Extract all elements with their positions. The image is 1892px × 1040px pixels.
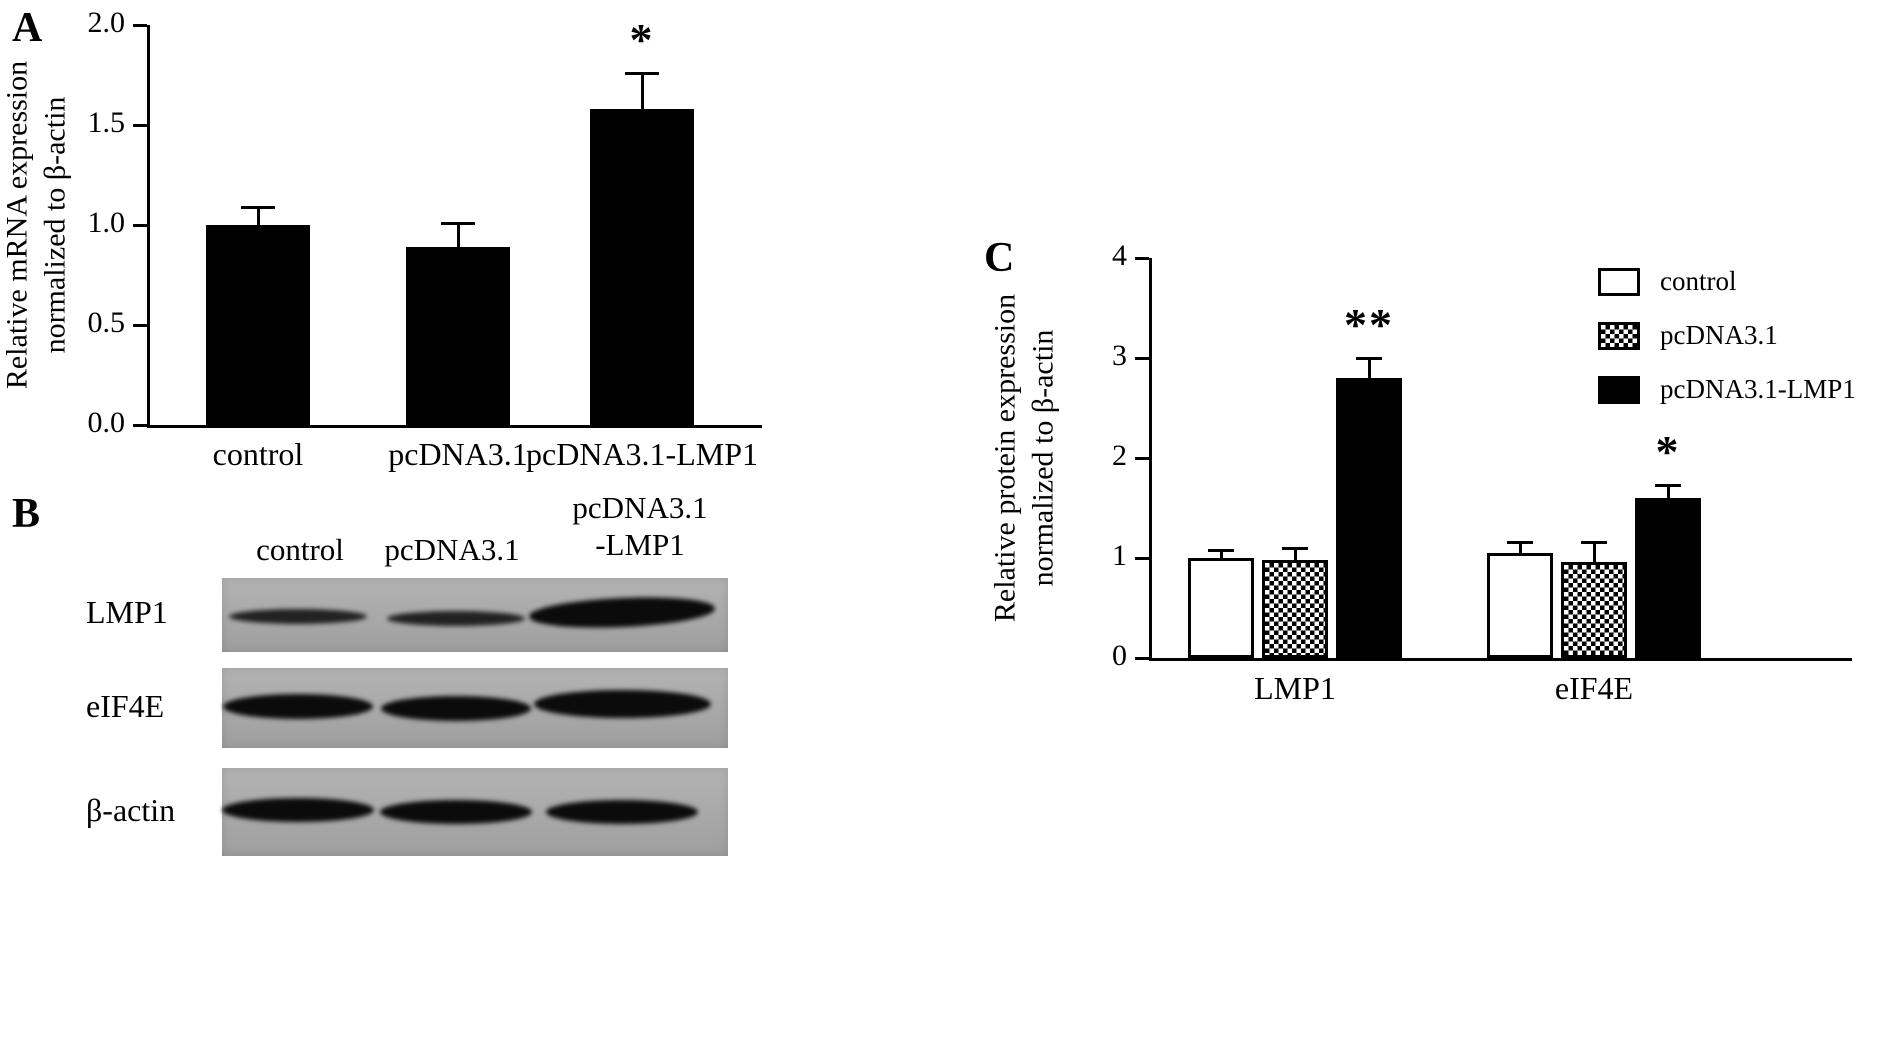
blot-column-header-line: pcDNA3.1 bbox=[384, 532, 520, 567]
y-tick bbox=[1135, 357, 1149, 360]
error-bar-cap bbox=[241, 206, 275, 209]
blot-band bbox=[546, 800, 698, 824]
y-tick-label: 1.0 bbox=[87, 206, 126, 239]
y-tick-label: 4 bbox=[1112, 239, 1127, 272]
bar bbox=[1635, 498, 1701, 658]
legend-swatch-white bbox=[1598, 268, 1640, 296]
bar bbox=[1336, 378, 1402, 658]
legend-label: pcDNA3.1 bbox=[1660, 320, 1778, 350]
error-bar-line bbox=[1592, 542, 1596, 562]
error-bar-line bbox=[640, 73, 644, 109]
blot-column-header-line: control bbox=[256, 532, 344, 567]
panel-c-label: C bbox=[984, 235, 1015, 281]
y-tick bbox=[133, 324, 147, 327]
y-axis-title-line: Relative mRNA expression bbox=[0, 60, 34, 390]
x-category-label: pcDNA3.1-LMP1 bbox=[526, 436, 758, 472]
y-tick-label: 0.5 bbox=[87, 306, 126, 339]
y-tick bbox=[1135, 557, 1149, 560]
bar bbox=[590, 109, 694, 425]
blot-column-header: pcDNA3.1 bbox=[384, 532, 519, 569]
error-bar-line bbox=[456, 223, 460, 247]
significance-annotation: * bbox=[629, 14, 655, 65]
bar bbox=[206, 225, 310, 425]
blot-column-header-line: pcDNA3.1 bbox=[572, 490, 708, 525]
panel-a-label: A bbox=[12, 5, 43, 51]
x-axis-line bbox=[147, 425, 762, 428]
legend-swatch-checker bbox=[1598, 322, 1640, 350]
blot-column-header: control bbox=[256, 532, 344, 569]
bar bbox=[1188, 558, 1254, 658]
blot-band bbox=[387, 610, 525, 626]
y-tick-label: 2.0 bbox=[87, 6, 126, 39]
y-tick bbox=[133, 424, 147, 427]
y-tick bbox=[133, 24, 147, 27]
y-tick-label: 0 bbox=[1112, 639, 1127, 672]
legend-label: control bbox=[1660, 266, 1737, 296]
y-tick bbox=[1135, 457, 1149, 460]
significance-annotation: * bbox=[1655, 426, 1681, 477]
error-bar-cap bbox=[1655, 484, 1681, 487]
bar bbox=[1262, 560, 1328, 658]
error-bar-cap bbox=[1581, 541, 1607, 544]
blot-image bbox=[222, 578, 728, 652]
y-axis-title-line: normalized to β-actin bbox=[38, 96, 71, 354]
y-axis-line bbox=[1149, 258, 1152, 661]
error-bar-line bbox=[256, 207, 260, 225]
error-bar-cap bbox=[1356, 357, 1382, 360]
blot-band bbox=[222, 798, 374, 822]
legend-swatch-black bbox=[1598, 376, 1640, 404]
error-bar-cap bbox=[625, 72, 659, 75]
panel-b-label: B bbox=[12, 491, 41, 537]
blot-row-label: LMP1 bbox=[86, 594, 168, 630]
bar bbox=[1487, 553, 1553, 658]
y-tick-label: 2 bbox=[1112, 439, 1127, 472]
significance-annotation: ** bbox=[1344, 299, 1394, 350]
x-category-label: pcDNA3.1 bbox=[388, 436, 528, 472]
y-axis-title: Relative mRNA expression normalized to β-… bbox=[0, 61, 74, 389]
y-axis-line bbox=[147, 25, 150, 428]
blot-band bbox=[380, 800, 532, 824]
y-tick-label: 1 bbox=[1112, 539, 1127, 572]
y-axis-title: Relative protein expression normalized to… bbox=[987, 294, 1062, 622]
x-category-label: LMP1 bbox=[1254, 670, 1336, 706]
y-axis-title-line: normalized to β-actin bbox=[1026, 329, 1059, 587]
error-bar-line bbox=[1666, 485, 1670, 498]
y-tick bbox=[1135, 257, 1149, 260]
error-bar-line bbox=[1293, 548, 1297, 560]
bar bbox=[406, 247, 510, 425]
blot-band bbox=[381, 695, 531, 721]
blot-column-header-line: -LMP1 bbox=[595, 526, 685, 562]
error-bar-line bbox=[1518, 542, 1522, 553]
blot-band bbox=[533, 689, 711, 719]
legend-label: pcDNA3.1-LMP1 bbox=[1660, 374, 1856, 404]
error-bar-cap bbox=[1208, 549, 1234, 552]
error-bar-cap bbox=[1507, 541, 1533, 544]
blot-row-label: eIF4E bbox=[86, 688, 165, 724]
error-bar-cap bbox=[1282, 547, 1308, 550]
y-tick-label: 0.0 bbox=[87, 406, 126, 439]
y-tick bbox=[133, 224, 147, 227]
error-bar-cap bbox=[441, 222, 475, 225]
blot-band bbox=[223, 693, 373, 719]
y-tick-label: 3 bbox=[1112, 339, 1127, 372]
x-category-label: control bbox=[212, 436, 304, 472]
error-bar-line bbox=[1219, 550, 1223, 558]
error-bar-line bbox=[1367, 358, 1371, 378]
bar bbox=[1561, 562, 1627, 658]
blot-band bbox=[229, 608, 367, 624]
blot-row-label: β-actin bbox=[86, 792, 176, 828]
y-tick-label: 1.5 bbox=[87, 106, 126, 139]
x-axis-line bbox=[1149, 658, 1852, 661]
y-axis-title-line: Relative protein expression bbox=[988, 293, 1022, 623]
blot-column-header: pcDNA3.1 -LMP1 bbox=[572, 490, 707, 563]
y-tick bbox=[133, 124, 147, 127]
x-category-label: eIF4E bbox=[1554, 670, 1634, 706]
y-tick bbox=[1135, 657, 1149, 660]
